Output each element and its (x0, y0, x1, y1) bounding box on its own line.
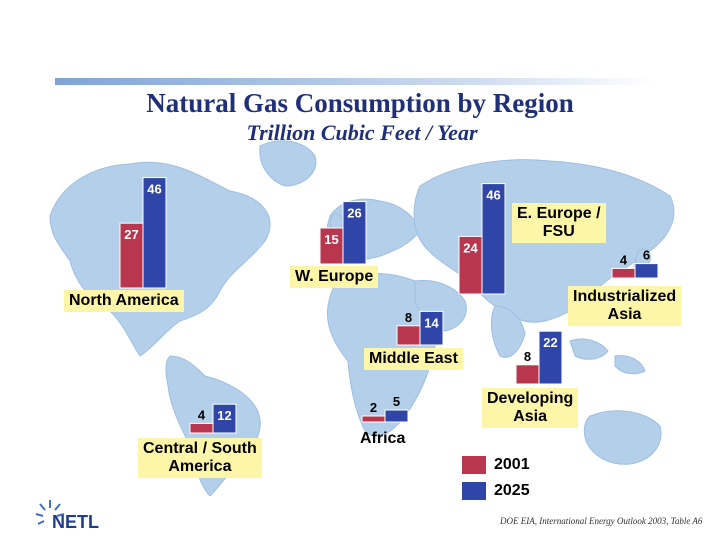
region-label-developing-asia: Developing Asia (482, 388, 579, 428)
bar-value-label-north-america-2001: 27 (124, 227, 138, 242)
bar-developing-asia-2001 (515, 364, 540, 385)
bar-e-europe-fsu-2025 (481, 183, 506, 295)
region-label-text: Africa (360, 430, 406, 447)
bar-middle-east-2025 (419, 310, 444, 346)
bar-value-label-north-america-2025: 46 (147, 182, 161, 197)
bar-central-south-america-2025 (212, 403, 237, 434)
bar-value-label-central-south-america-2025: 12 (217, 408, 231, 423)
legend-label-2001: 2001 (494, 456, 530, 473)
bar-industrialized-asia-2025 (634, 263, 659, 279)
bar-africa-2001 (361, 415, 386, 423)
region-label-text: FSU (542, 223, 575, 240)
region-label-text: Industrialized (573, 288, 677, 305)
bar-value-label-middle-east-2025: 14 (424, 315, 439, 330)
region-label-text: Asia (607, 306, 642, 323)
source-note: DOE EIA, International Energy Outlook 20… (500, 516, 703, 526)
bar-value-label-developing-asia-2025: 22 (543, 335, 557, 350)
region-label-africa: Africa (360, 430, 405, 448)
chart-title: Natural Gas Consumption by Region (146, 88, 574, 118)
bar-north-america-2025 (142, 177, 167, 289)
bar-value-label-africa-2001: 2 (370, 400, 377, 415)
region-label-w-europe: W. Europe (290, 266, 379, 288)
region-label-middle-east: Middle East (364, 348, 463, 370)
legend-label-2025: 2025 (494, 482, 530, 499)
bar-value-label-middle-east-2001: 8 (405, 310, 412, 325)
bar-value-label-w-europe-2001: 15 (324, 232, 338, 247)
bar-value-label-africa-2025: 5 (393, 394, 400, 409)
region-label-industrialized-asia: Industrialized Asia (568, 286, 682, 326)
region-label-central-south-america: Central / South America (138, 438, 262, 478)
region-label-text: Central / South (143, 440, 257, 457)
region-label-text: Asia (513, 408, 548, 425)
bar-value-label-e-europe-fsu-2001: 24 (463, 240, 478, 255)
netl-logo-text: NETL (52, 512, 99, 532)
bar-w-europe-2025 (342, 201, 367, 265)
region-label-text: Middle East (369, 350, 458, 367)
region-label-north-america: North America (64, 290, 184, 312)
region-label-e-europe-fsu: E. Europe / FSU (512, 203, 606, 243)
bar-africa-2025 (384, 409, 409, 423)
bar-central-south-america-2001 (189, 422, 214, 434)
bar-middle-east-2001 (396, 325, 421, 346)
netl-logo (35, 500, 65, 525)
bar-industrialized-asia-2001 (611, 267, 636, 279)
region-label-text: America (168, 458, 232, 475)
region-label-text: W. Europe (295, 268, 374, 285)
region-label-text: Developing (487, 390, 574, 407)
region-label-text: North America (69, 292, 179, 309)
legend-swatch-2025 (462, 482, 486, 500)
region-label-text: E. Europe / (517, 205, 601, 222)
bar-value-label-w-europe-2025: 26 (347, 206, 361, 221)
bar-value-label-e-europe-fsu-2025: 46 (486, 188, 500, 203)
title-accent-bar (55, 78, 655, 85)
bar-value-label-industrialized-asia-2025: 6 (643, 248, 650, 263)
legend-swatch-2001 (462, 456, 486, 474)
bar-value-label-central-south-america-2001: 4 (198, 407, 206, 422)
bar-value-label-industrialized-asia-2001: 4 (620, 252, 628, 267)
bar-developing-asia-2025 (538, 330, 563, 385)
bar-value-label-developing-asia-2001: 8 (524, 349, 531, 364)
